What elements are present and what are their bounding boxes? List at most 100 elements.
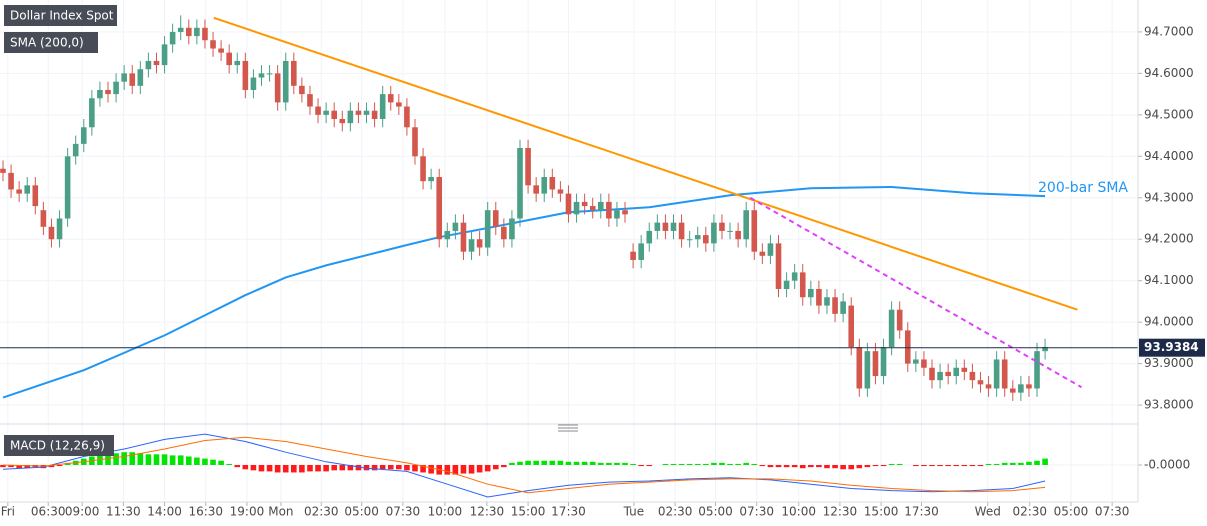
macd-histogram-bar [291, 465, 297, 473]
y-tick-label: 93.9000 [1144, 356, 1194, 370]
macd-histogram-bar [282, 465, 289, 473]
plot [0, 15, 1138, 498]
candle-body [307, 94, 313, 107]
macd-histogram-bar [993, 463, 1000, 465]
macd-histogram-bar [703, 463, 709, 465]
macd-histogram-bar [565, 461, 572, 465]
candle-body [1042, 347, 1048, 352]
x-tick-label: Mon [268, 505, 293, 519]
candle-body [266, 73, 273, 75]
candle-body [904, 330, 911, 364]
macd-histogram-bar [945, 465, 951, 467]
trend-line [213, 16, 1078, 311]
x-tick-label: Tue [623, 505, 645, 519]
macd-histogram-bar [347, 465, 354, 471]
candle-body [0, 168, 6, 173]
candle-body [16, 189, 22, 194]
macd-histogram-bar [501, 465, 507, 468]
macd-histogram-bar [315, 465, 321, 472]
macd-histogram-bar [169, 455, 176, 465]
candle-body [72, 143, 79, 157]
macd-histogram-bar [759, 465, 766, 467]
candle-body [816, 288, 822, 306]
macd-histogram-bar [630, 463, 636, 465]
candle-body [654, 222, 661, 231]
x-tick-label: 02:30 [1012, 505, 1047, 519]
macd-histogram-bar [113, 453, 119, 465]
candle-body [24, 185, 31, 194]
macd-line [2, 433, 1046, 498]
candle-body [509, 218, 515, 240]
macd-histogram-bar [937, 465, 943, 467]
macd-histogram-bar [48, 465, 55, 468]
candle-body [161, 44, 168, 66]
candle-body [56, 218, 63, 240]
candle-body [105, 89, 111, 95]
candle-body [1018, 384, 1024, 393]
candle-body [670, 222, 677, 231]
macd-histogram-bar [0, 465, 6, 468]
x-tick-label: 06:30 [31, 505, 66, 519]
candle-body [678, 222, 685, 240]
macd-histogram-bar [799, 465, 806, 469]
x-tick-label: 10:00 [781, 505, 816, 519]
x-tick-label: Wed [975, 505, 1001, 519]
macd-histogram-bar [969, 465, 976, 467]
macd-histogram-bar [121, 452, 127, 465]
macd-histogram-bar [832, 465, 838, 469]
macd-histogram-bar [492, 465, 499, 470]
y-tick-label: 94.0000 [1144, 315, 1194, 329]
candle-body [686, 239, 693, 241]
macd-histogram-bar [929, 465, 935, 467]
candle-body [218, 48, 224, 53]
macd-histogram-bar [638, 465, 644, 467]
candle-body [177, 27, 184, 32]
macd-histogram-bar [961, 465, 968, 467]
macd-histogram-bar [614, 462, 620, 465]
candle-body [347, 110, 354, 124]
candle-body [703, 235, 709, 244]
macd-histogram-bar [808, 465, 814, 468]
candle-body [783, 280, 790, 289]
candle-body [436, 177, 443, 240]
candle-body [993, 359, 1000, 389]
candle-body [977, 380, 984, 385]
resize-handle[interactable] [558, 424, 578, 432]
macd-histogram-bar [161, 454, 168, 465]
macd-histogram-bar [686, 463, 693, 465]
candle-body [945, 371, 951, 377]
candle-body [751, 210, 758, 252]
candle-body [89, 98, 95, 128]
macd-histogram-bar [258, 465, 265, 472]
candle-body [331, 110, 338, 119]
trend-line [749, 196, 1082, 389]
candle-body [638, 243, 644, 260]
macd-histogram-bar [226, 463, 232, 465]
candle-body [315, 106, 321, 115]
macd-histogram-bar [177, 455, 184, 465]
candle-body [856, 347, 863, 389]
candle-body [743, 210, 749, 240]
y-tick-label: 94.6000 [1144, 66, 1194, 80]
candle-body [727, 230, 733, 232]
macd-histogram-bar [56, 465, 63, 467]
macd-histogram-bar [363, 465, 370, 471]
macd-histogram-bar [767, 465, 774, 468]
candle-body [913, 359, 919, 364]
candle-body [929, 367, 935, 381]
candle-body [242, 60, 249, 90]
candle-body [153, 60, 160, 66]
candle-body [420, 156, 426, 182]
y-tick-label: 94.3000 [1144, 190, 1194, 204]
candle-body [614, 210, 620, 219]
candle-body [646, 230, 653, 244]
macd-histogram-bar [751, 463, 758, 465]
y-tick-label: 93.8000 [1144, 398, 1194, 412]
x-tick-label: 07:30 [1095, 505, 1130, 519]
candle-body [840, 301, 846, 314]
macd-histogram-bar [412, 465, 418, 472]
macd-histogram-bar [210, 459, 216, 465]
candle-body [355, 110, 362, 115]
candle-body [274, 73, 281, 103]
candle-body [210, 40, 216, 49]
